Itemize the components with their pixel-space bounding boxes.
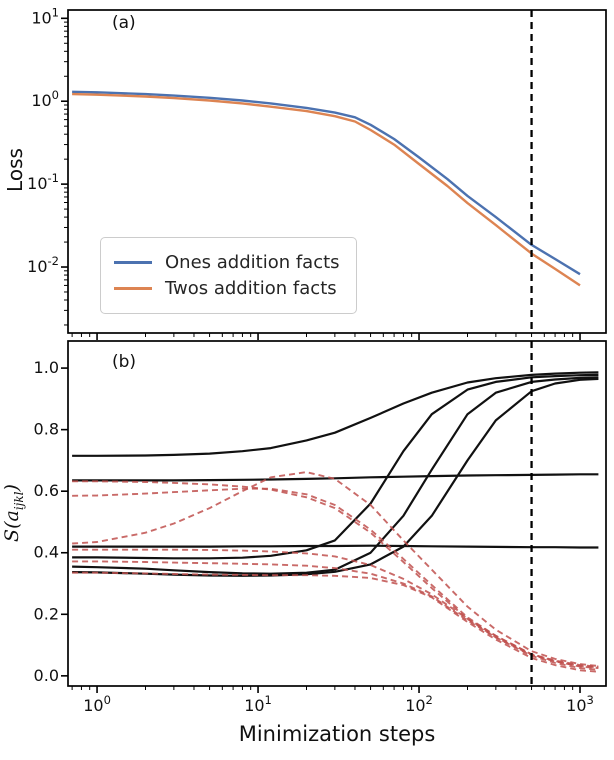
tick-label: 103 (566, 693, 594, 715)
x-axis-label: Minimization steps (238, 722, 436, 746)
legend-item-twos: Twos addition facts (114, 278, 340, 299)
ylabel-b-prefix: S(a (1, 510, 23, 542)
panel-b-label: (b) (112, 352, 137, 372)
panel-b-series (72, 371, 599, 673)
series-twos-addition-facts (72, 92, 581, 287)
ylabel-b-suffix: ) (1, 484, 23, 492)
legend: Ones addition facts Twos addition facts (100, 237, 357, 314)
legend-line-orange (114, 287, 152, 290)
tick-label: 101 (244, 693, 272, 715)
series-solid-3 (72, 544, 599, 549)
tick-label: 101 (31, 5, 59, 27)
tick-label: 1.0 (34, 358, 59, 377)
panel-b-spines (67, 340, 607, 687)
tick-label: 100 (83, 693, 111, 715)
series-dashed-3 (72, 471, 599, 667)
panel-a-ticks (61, 17, 581, 340)
tick-label: 102 (405, 693, 433, 715)
tick-label: 0.2 (34, 604, 59, 623)
series-dashed-2 (72, 487, 599, 668)
legend-label-twos: Twos addition facts (165, 278, 337, 299)
tick-label: 10-2 (27, 254, 59, 276)
tick-label: 10-1 (27, 171, 59, 193)
series-solid-6 (72, 377, 599, 577)
panel-a-label: (a) (112, 13, 136, 33)
legend-item-ones: Ones addition facts (114, 252, 340, 273)
tick-label: 0.4 (34, 543, 59, 562)
panel-a-spines (67, 9, 607, 334)
panel-b-ticks (61, 367, 581, 693)
series-solid-2 (72, 473, 599, 482)
legend-line-blue (114, 261, 152, 264)
legend-label-ones: Ones addition facts (165, 252, 340, 273)
y-axis-label-loss: Loss (3, 148, 27, 192)
series-dashed-6 (72, 571, 599, 673)
y-axis-label-s-aijkl: S(aijkl) (1, 433, 27, 593)
series-solid-4 (72, 373, 599, 560)
tick-label: 0.6 (34, 481, 59, 500)
series-solid-1 (72, 371, 599, 457)
ylabel-b-subscript: ijkl (11, 491, 26, 511)
series-ones-addition-facts (72, 90, 581, 276)
series-dashed-5 (72, 560, 599, 671)
tick-label: 100 (31, 88, 59, 110)
panel-a-series (72, 90, 581, 287)
tick-label: 0.0 (34, 666, 59, 685)
tick-label: 0.8 (34, 420, 59, 439)
series-dashed-4 (72, 548, 599, 670)
